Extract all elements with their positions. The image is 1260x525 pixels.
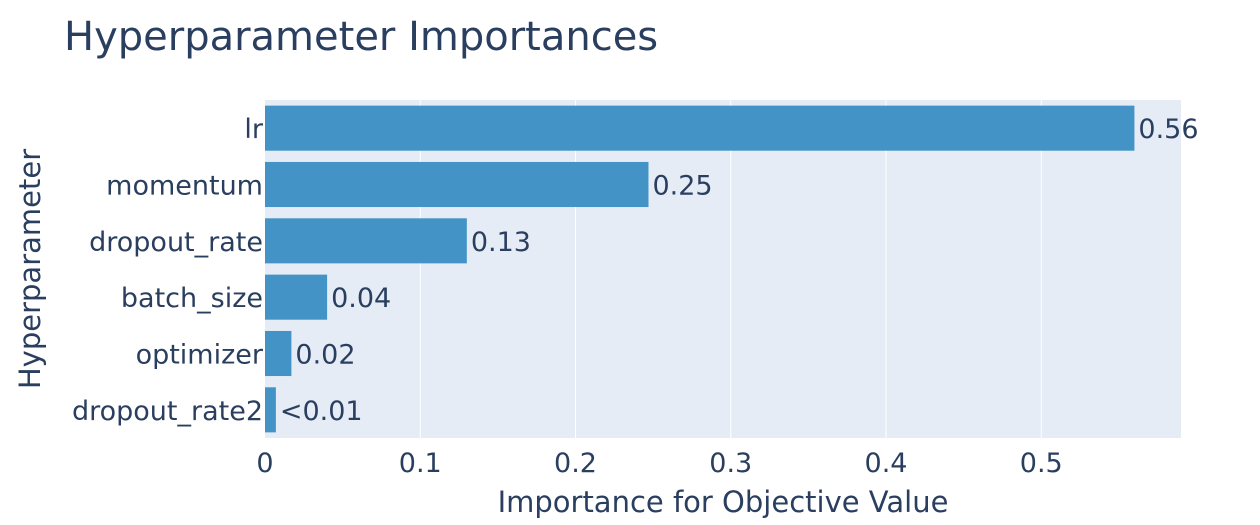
x-tick-label: 0.5 bbox=[1020, 448, 1063, 479]
x-tick-label: 0 bbox=[256, 448, 273, 479]
bar-dropout-rate bbox=[265, 218, 467, 264]
bar-value-label: 0.13 bbox=[471, 227, 531, 258]
bar-optimizer bbox=[265, 330, 292, 377]
bar-value-label: <0.01 bbox=[280, 396, 363, 427]
bar-value-label: 0.25 bbox=[652, 171, 712, 202]
y-tick-label: momentum bbox=[106, 171, 263, 202]
bar-batch-size bbox=[265, 274, 328, 320]
bars bbox=[265, 105, 1135, 433]
y-tick-label: lr bbox=[244, 114, 264, 145]
y-axis-title: Hyperparameter bbox=[13, 149, 47, 389]
gridlines bbox=[419, 100, 1042, 438]
y-tick-labels: lr momentum dropout_rate batch_size optimize… bbox=[72, 114, 264, 427]
bar-momentum bbox=[265, 161, 649, 208]
bar-dropout-rate2 bbox=[265, 387, 276, 433]
chart-title: Hyperparameter Importances bbox=[64, 14, 658, 60]
x-axis-title: Importance for Objective Value bbox=[498, 485, 949, 519]
bar-lr bbox=[265, 105, 1135, 151]
plot-area bbox=[265, 100, 1181, 438]
bar-value-label: 0.04 bbox=[331, 283, 391, 314]
x-tick-label: 0.2 bbox=[554, 448, 597, 479]
bar-labels: 0.56 0.25 0.13 0.04 0.02 <0.01 bbox=[280, 114, 1199, 427]
y-tick-label: dropout_rate bbox=[89, 227, 263, 258]
x-tick-labels: 0 0.1 0.2 0.3 0.4 0.5 bbox=[256, 448, 1062, 479]
y-tick-label: optimizer bbox=[136, 340, 264, 371]
x-tick-label: 0.3 bbox=[709, 448, 752, 479]
y-tick-label: dropout_rate2 bbox=[72, 396, 263, 427]
y-tick-label: batch_size bbox=[121, 283, 263, 314]
bar-value-label: 0.02 bbox=[295, 340, 355, 371]
bar-value-label: 0.56 bbox=[1138, 114, 1198, 145]
x-tick-label: 0.1 bbox=[399, 448, 442, 479]
x-tick-label: 0.4 bbox=[865, 448, 908, 479]
